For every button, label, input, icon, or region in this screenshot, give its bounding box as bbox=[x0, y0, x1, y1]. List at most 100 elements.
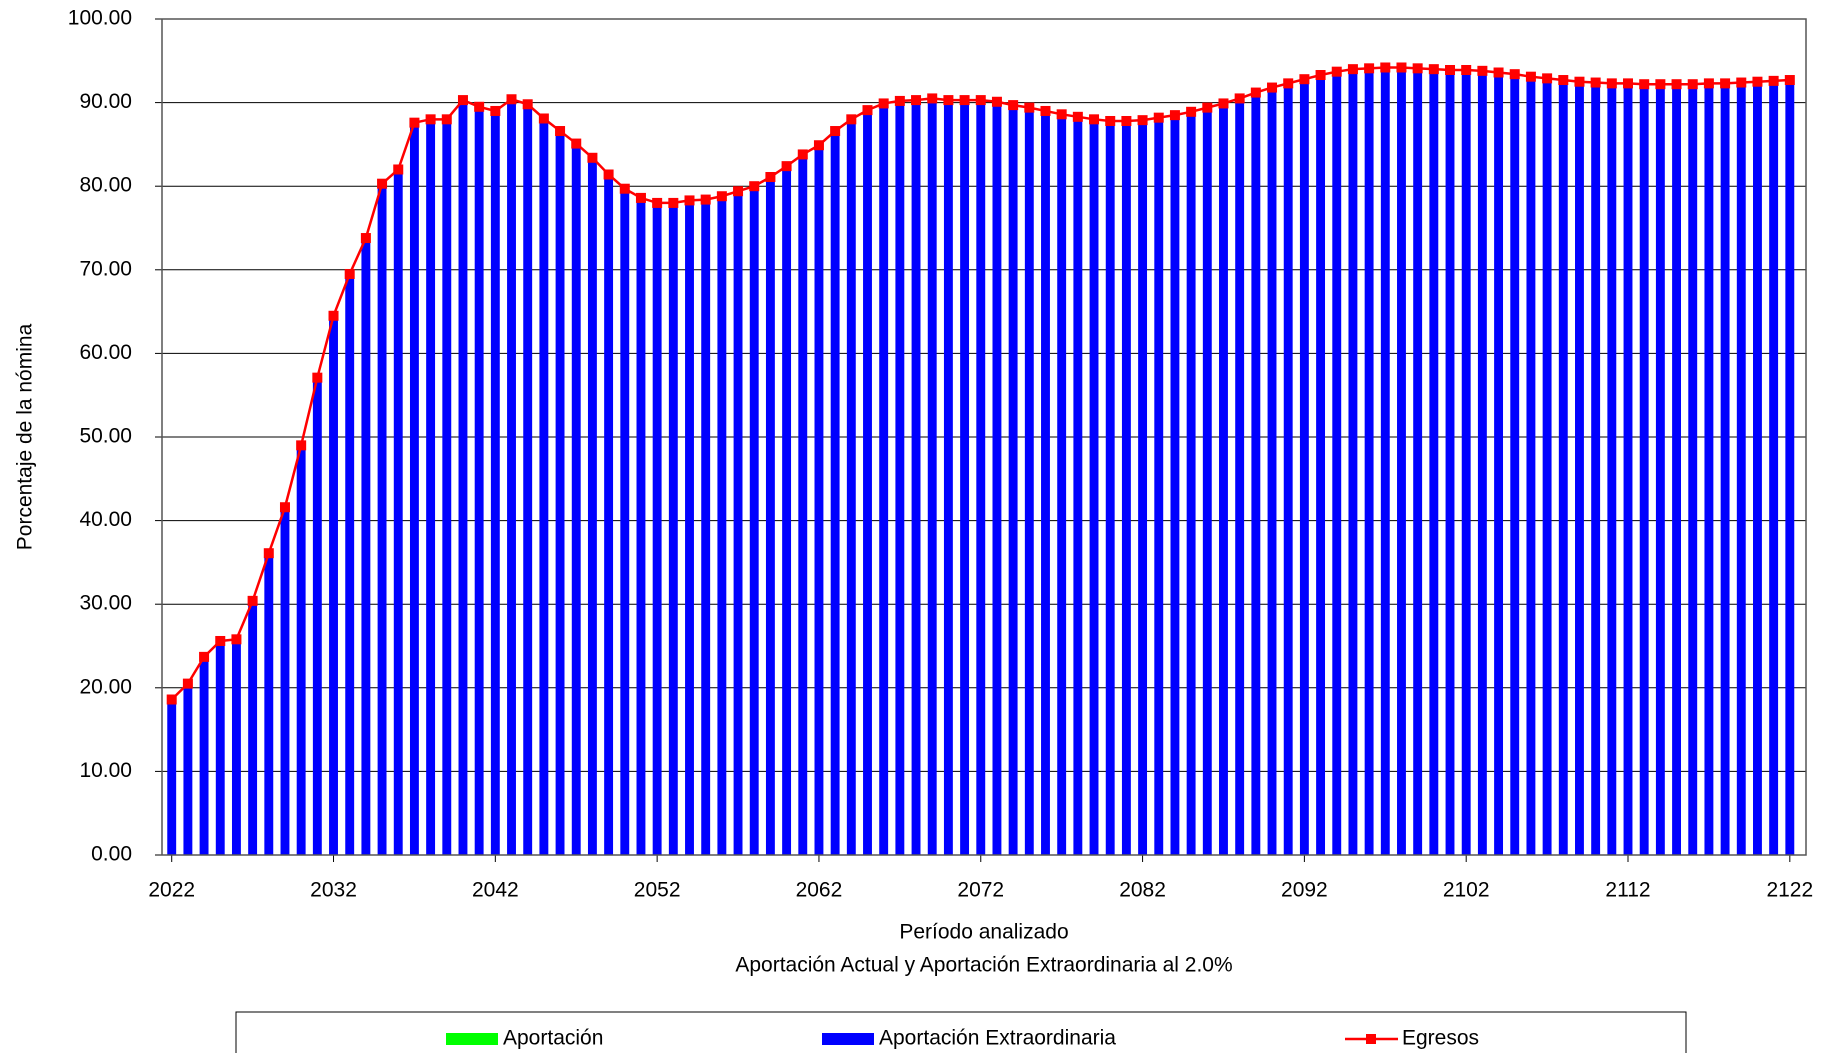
bar bbox=[1121, 120, 1131, 855]
bar bbox=[1753, 81, 1762, 855]
bar bbox=[1057, 114, 1067, 855]
line-marker bbox=[1671, 79, 1682, 90]
line-marker bbox=[668, 197, 679, 208]
bar bbox=[1655, 84, 1665, 855]
bar bbox=[329, 315, 338, 855]
bar bbox=[1202, 107, 1212, 856]
y-tick-label: 100.00 bbox=[68, 7, 132, 30]
line-marker bbox=[911, 95, 922, 106]
line-marker bbox=[1752, 76, 1763, 87]
bar bbox=[782, 166, 792, 856]
line-marker bbox=[522, 99, 533, 110]
bar bbox=[426, 119, 436, 855]
line-marker bbox=[1234, 93, 1245, 104]
line-marker bbox=[1008, 100, 1019, 111]
line-marker bbox=[862, 105, 873, 116]
bar bbox=[1607, 83, 1617, 855]
bar bbox=[1380, 67, 1390, 856]
line-marker bbox=[1186, 106, 1197, 117]
bar bbox=[1542, 78, 1552, 855]
line-marker bbox=[587, 152, 598, 163]
x-tick-label: 2092 bbox=[1281, 879, 1328, 902]
line-marker bbox=[1655, 79, 1666, 90]
line-marker bbox=[991, 96, 1002, 107]
line-marker bbox=[1720, 78, 1731, 89]
bar bbox=[1251, 92, 1261, 856]
bar bbox=[717, 196, 727, 855]
line-marker bbox=[1105, 115, 1116, 126]
line-marker bbox=[1218, 98, 1229, 109]
bar bbox=[345, 273, 355, 856]
bar bbox=[393, 169, 403, 856]
bar bbox=[1526, 76, 1536, 855]
line-marker bbox=[1590, 77, 1601, 88]
line-marker bbox=[166, 694, 177, 705]
x-tick-label: 2102 bbox=[1443, 879, 1490, 902]
line-marker bbox=[247, 595, 258, 606]
y-tick-label: 50.00 bbox=[79, 425, 132, 448]
bar bbox=[668, 202, 678, 856]
line-marker bbox=[1056, 109, 1067, 120]
bar bbox=[167, 699, 177, 855]
line-marker bbox=[1089, 114, 1100, 125]
legend-swatch bbox=[822, 1033, 874, 1045]
line-marker bbox=[457, 95, 468, 106]
line-marker bbox=[894, 95, 905, 106]
bar bbox=[523, 104, 533, 856]
bar bbox=[765, 177, 775, 855]
line-marker bbox=[1558, 75, 1569, 86]
bar bbox=[1041, 110, 1050, 855]
subtitle: Aportación Actual y Aportación Extraordi… bbox=[735, 954, 1232, 977]
line-marker bbox=[1703, 78, 1714, 89]
line-marker bbox=[1768, 75, 1779, 86]
bar bbox=[1623, 83, 1633, 855]
bar bbox=[976, 100, 986, 856]
bar bbox=[490, 110, 500, 855]
line-marker bbox=[409, 117, 420, 128]
line-marker bbox=[927, 93, 938, 104]
line-marker bbox=[474, 101, 485, 112]
bar bbox=[1688, 84, 1698, 855]
bar bbox=[1283, 83, 1293, 855]
line-marker bbox=[571, 138, 582, 149]
bar bbox=[1736, 82, 1746, 855]
bar bbox=[474, 106, 484, 855]
bar bbox=[248, 600, 258, 855]
bar bbox=[1639, 84, 1649, 855]
bar bbox=[1008, 105, 1018, 855]
bar bbox=[1477, 70, 1487, 855]
bar bbox=[1219, 103, 1228, 856]
legend-swatch bbox=[446, 1033, 498, 1045]
line-marker bbox=[1283, 78, 1294, 89]
bar bbox=[1024, 107, 1034, 856]
bar bbox=[1591, 82, 1601, 855]
plot-frame bbox=[161, 18, 1807, 856]
bar bbox=[863, 110, 872, 855]
line-marker bbox=[1736, 77, 1747, 88]
x-tick-label: 2052 bbox=[634, 879, 681, 902]
bar bbox=[1413, 68, 1423, 856]
bar bbox=[1575, 81, 1584, 855]
bar bbox=[992, 101, 1002, 856]
bar bbox=[1785, 80, 1795, 855]
y-tick-label: 40.00 bbox=[79, 508, 132, 531]
line-marker bbox=[538, 113, 549, 124]
bar bbox=[911, 100, 921, 856]
x-tick-label: 2022 bbox=[148, 879, 195, 902]
line-marker bbox=[749, 181, 760, 192]
bar bbox=[1073, 116, 1083, 855]
bar bbox=[652, 202, 662, 856]
line-marker bbox=[1574, 76, 1585, 87]
line-marker bbox=[1250, 87, 1261, 98]
bar bbox=[312, 377, 322, 855]
line-marker bbox=[360, 233, 371, 244]
line-marker bbox=[1137, 115, 1148, 126]
line-marker bbox=[1040, 105, 1051, 116]
line-marker bbox=[603, 169, 614, 180]
bar bbox=[798, 154, 808, 855]
bar bbox=[231, 639, 241, 855]
line-marker bbox=[215, 635, 226, 646]
bar bbox=[361, 238, 371, 856]
legend-label: Aportación bbox=[503, 1027, 603, 1050]
bar bbox=[1235, 98, 1245, 856]
